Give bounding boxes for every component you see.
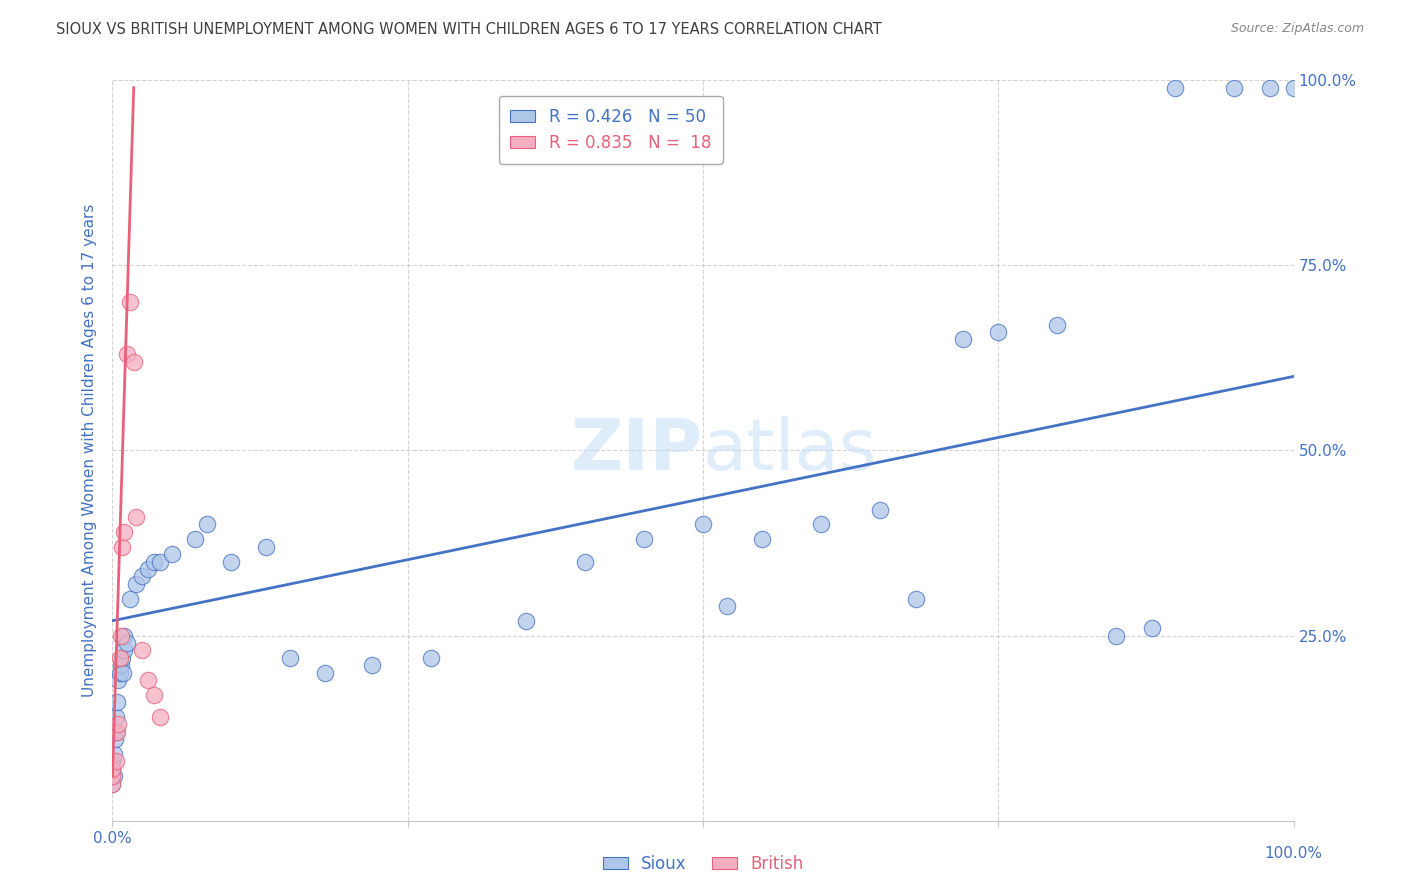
Point xyxy=(1282,80,1305,95)
Point xyxy=(751,533,773,547)
Point xyxy=(142,688,165,702)
Point xyxy=(219,555,242,569)
Point xyxy=(1140,621,1163,635)
Point xyxy=(1105,628,1128,642)
Point xyxy=(108,650,131,665)
Point xyxy=(125,510,148,524)
Legend: Sioux, British: Sioux, British xyxy=(596,848,810,880)
Point xyxy=(149,710,172,724)
Point xyxy=(810,517,832,532)
Point xyxy=(195,517,218,532)
Point xyxy=(142,555,165,569)
Point xyxy=(314,665,336,680)
Point xyxy=(184,533,207,547)
Point xyxy=(101,762,124,776)
Point xyxy=(122,354,145,368)
Point xyxy=(107,673,129,687)
Point xyxy=(115,636,138,650)
Point xyxy=(112,643,135,657)
Point xyxy=(1258,80,1281,95)
Point xyxy=(361,658,384,673)
Point xyxy=(160,547,183,561)
Point xyxy=(105,710,128,724)
Point xyxy=(254,540,277,554)
Point xyxy=(136,562,159,576)
Point xyxy=(278,650,301,665)
Point xyxy=(420,650,443,665)
Point xyxy=(136,673,159,687)
Point xyxy=(125,576,148,591)
Point xyxy=(101,755,124,769)
Point xyxy=(112,628,135,642)
Point xyxy=(952,332,974,346)
Point xyxy=(633,533,655,547)
Point xyxy=(120,295,142,310)
Text: Source: ZipAtlas.com: Source: ZipAtlas.com xyxy=(1230,22,1364,36)
Point xyxy=(716,599,738,613)
Point xyxy=(692,517,714,532)
Point xyxy=(101,776,124,791)
Point xyxy=(103,769,125,783)
Point xyxy=(105,724,128,739)
Text: ZIP: ZIP xyxy=(571,416,703,485)
Point xyxy=(1223,80,1246,95)
Point xyxy=(115,347,138,361)
Point xyxy=(515,614,537,628)
Point xyxy=(103,747,125,761)
Legend: R = 0.426   N = 50, R = 0.835   N =  18: R = 0.426 N = 50, R = 0.835 N = 18 xyxy=(499,96,723,164)
Point xyxy=(105,755,128,769)
Point xyxy=(105,724,128,739)
Text: SIOUX VS BRITISH UNEMPLOYMENT AMONG WOMEN WITH CHILDREN AGES 6 TO 17 YEARS CORRE: SIOUX VS BRITISH UNEMPLOYMENT AMONG WOME… xyxy=(56,22,882,37)
Point xyxy=(111,650,134,665)
Point xyxy=(110,628,132,642)
Point xyxy=(1046,318,1069,332)
Point xyxy=(904,591,927,606)
Point xyxy=(131,569,153,583)
Point xyxy=(107,717,129,731)
Point xyxy=(104,732,127,747)
Text: atlas: atlas xyxy=(703,416,877,485)
Point xyxy=(101,769,124,783)
Point xyxy=(120,591,142,606)
Point xyxy=(131,643,153,657)
Point xyxy=(111,540,134,554)
Point xyxy=(1164,80,1187,95)
Point xyxy=(101,776,124,791)
Point xyxy=(112,665,135,680)
Point xyxy=(987,325,1010,339)
Point xyxy=(574,555,596,569)
Text: 100.0%: 100.0% xyxy=(1264,846,1323,861)
Y-axis label: Unemployment Among Women with Children Ages 6 to 17 years: Unemployment Among Women with Children A… xyxy=(82,203,97,698)
Point xyxy=(110,658,132,673)
Point xyxy=(149,555,172,569)
Point xyxy=(105,695,128,709)
Point xyxy=(101,762,124,776)
Point xyxy=(112,524,135,539)
Point xyxy=(869,502,891,516)
Point xyxy=(108,665,131,680)
